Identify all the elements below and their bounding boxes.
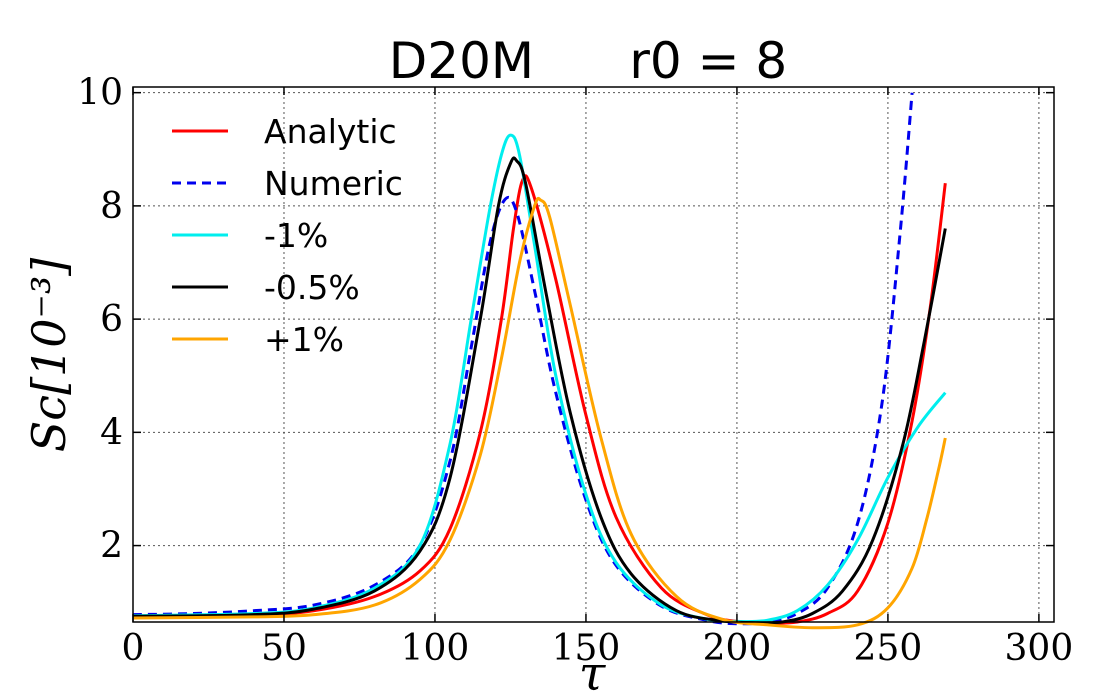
- series-line-minus-1-percent: [132, 133, 947, 624]
- series-line-analytic: [132, 174, 947, 625]
- y-axis-label: Sc[10⁻³]: [22, 258, 76, 452]
- x-tick-label: 300: [1005, 628, 1074, 669]
- y-tick-label: 8: [100, 186, 123, 227]
- legend: Analytic Numeric -1% -0.5% +1%: [172, 112, 403, 359]
- x-tick-label: 0: [122, 628, 145, 669]
- x-tick-label: 100: [401, 628, 470, 669]
- y-tick-label: 6: [100, 299, 123, 340]
- axis-ticks: 0 50 100 150 200 250 300 2 4 6 8 10: [77, 73, 1073, 669]
- legend-label-minus-0-5-percent: -0.5%: [264, 268, 360, 307]
- y-tick-label: 2: [100, 526, 123, 567]
- y-tick-label: 10: [77, 73, 123, 114]
- x-tick-label: 50: [261, 628, 307, 669]
- y-tick-label: 4: [100, 412, 123, 453]
- legend-label-minus-1-percent: -1%: [264, 216, 328, 255]
- x-tick-label: 150: [552, 628, 621, 669]
- chart-title: D20M r0 = 8: [389, 32, 788, 90]
- plot-series: [132, 92, 947, 630]
- x-axis-label: τ: [579, 646, 607, 700]
- legend-label-analytic: Analytic: [264, 112, 397, 151]
- x-tick-label: 250: [854, 628, 923, 669]
- legend-label-numeric: Numeric: [264, 164, 403, 203]
- legend-label-plus-1-percent: +1%: [264, 320, 344, 359]
- series-line-plus-1-percent: [132, 196, 947, 630]
- x-tick-label: 200: [703, 628, 772, 669]
- grid: [132, 87, 1054, 622]
- plot-frame: [132, 86, 1055, 623]
- series-line-numeric: [132, 92, 914, 626]
- series-line-minus-0-5-percent: [132, 156, 947, 625]
